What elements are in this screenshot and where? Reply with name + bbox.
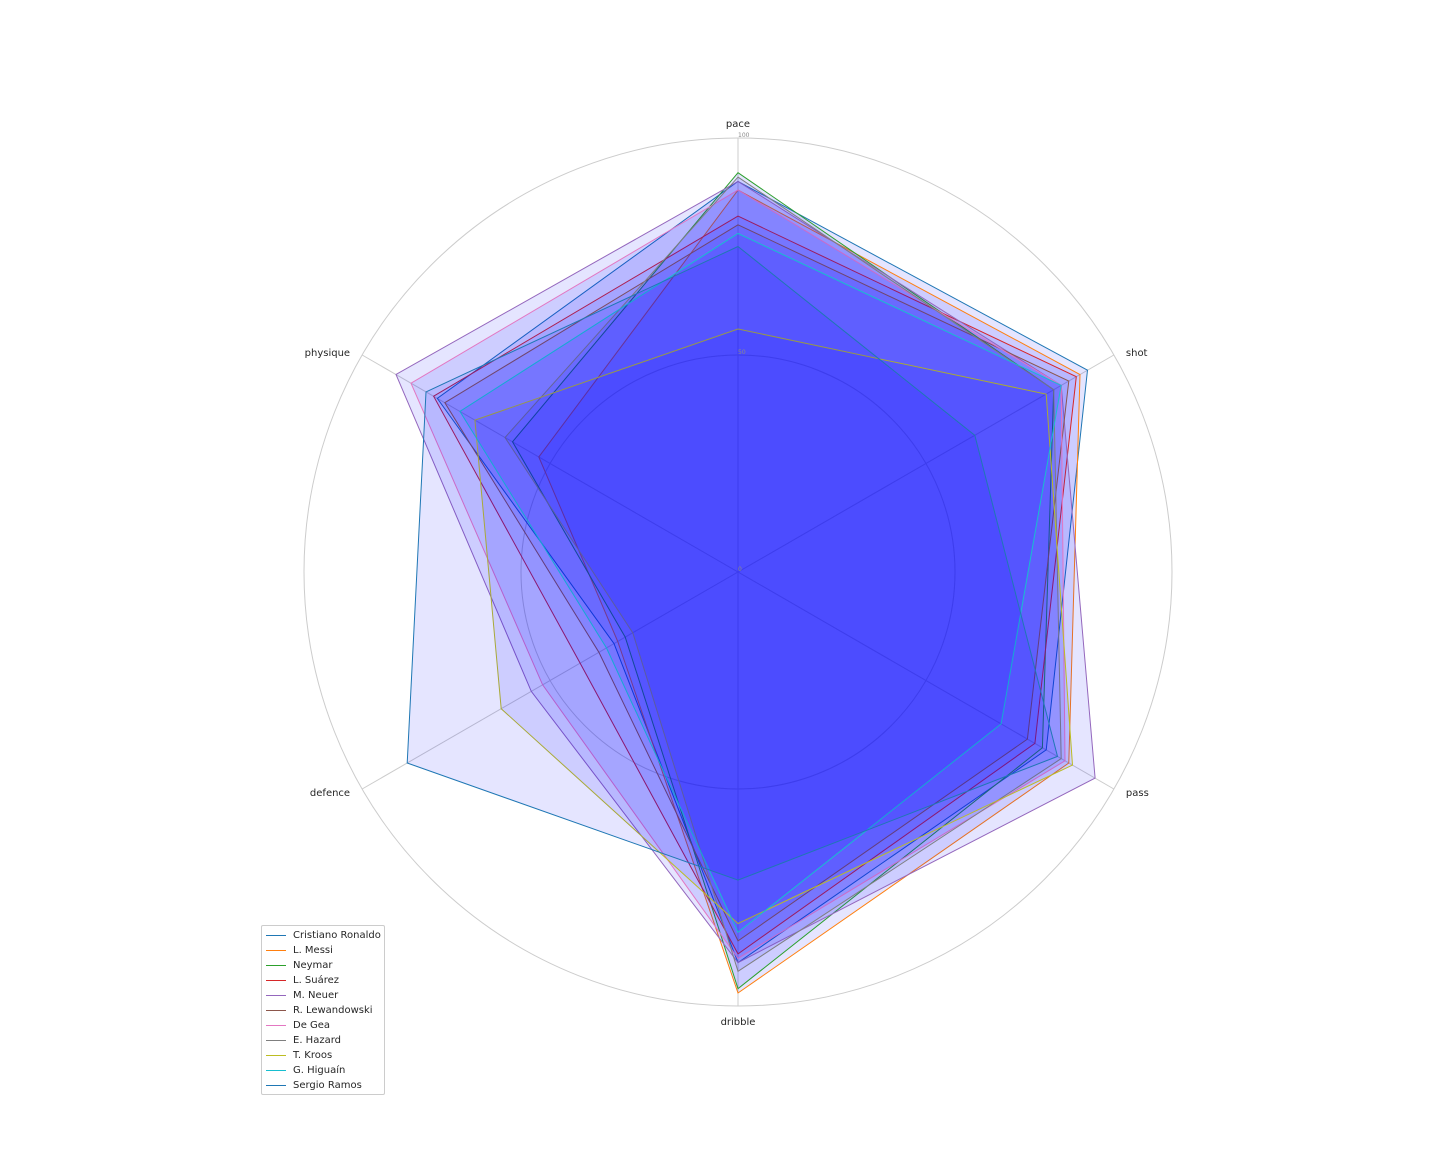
legend-swatch bbox=[266, 965, 286, 966]
legend-item: Cristiano Ronaldo bbox=[262, 928, 384, 943]
tick-label-50: 50 bbox=[738, 349, 746, 356]
legend-label: R. Lewandowski bbox=[293, 1005, 373, 1016]
legend-item: M. Neuer bbox=[262, 988, 384, 1003]
legend-item: L. Suárez bbox=[262, 973, 384, 988]
legend-item: Sergio Ramos bbox=[262, 1078, 384, 1093]
legend-item: E. Hazard bbox=[262, 1033, 384, 1048]
legend-label: T. Kroos bbox=[293, 1050, 333, 1061]
legend-swatch bbox=[266, 1040, 286, 1041]
legend-label: L. Messi bbox=[293, 945, 333, 956]
legend-swatch bbox=[266, 1010, 286, 1011]
axis-label-defence: defence bbox=[310, 788, 350, 799]
legend-swatch bbox=[266, 950, 286, 951]
series-polygon-5 bbox=[444, 224, 1070, 942]
legend-swatch bbox=[266, 1055, 286, 1056]
legend-item: R. Lewandowski bbox=[262, 1003, 384, 1018]
legend-label: M. Neuer bbox=[293, 990, 339, 1001]
legend-swatch bbox=[266, 1085, 286, 1086]
series-polygon-9 bbox=[459, 232, 1062, 933]
legend-label: Neymar bbox=[293, 960, 333, 971]
radar-labels: pace shot pass dribble defence physique 0 50 100 bbox=[305, 119, 1149, 1028]
axis-label-pass: pass bbox=[1126, 788, 1149, 799]
axis-label-shot: shot bbox=[1126, 348, 1148, 359]
legend-swatch bbox=[266, 1025, 286, 1026]
axis-label-physique: physique bbox=[305, 348, 350, 359]
legend-item: L. Messi bbox=[262, 943, 384, 958]
legend-swatch bbox=[266, 980, 286, 981]
radar-grid bbox=[303, 137, 1173, 1007]
grid-spoke-shot bbox=[737, 354, 1115, 573]
series-polygon-8 bbox=[474, 328, 1074, 925]
legend-swatch bbox=[266, 935, 286, 936]
legend-label: Sergio Ramos bbox=[293, 1080, 362, 1091]
grid-spoke-physique bbox=[361, 354, 739, 573]
radar-series bbox=[395, 172, 1096, 994]
series-polygon-10 bbox=[406, 245, 1059, 881]
legend-item: T. Kroos bbox=[262, 1048, 384, 1063]
legend-label: De Gea bbox=[293, 1020, 331, 1031]
axis-label-pace: pace bbox=[726, 119, 750, 130]
tick-label-100: 100 bbox=[738, 132, 750, 139]
legend-label: L. Suárez bbox=[293, 975, 340, 986]
legend-label: G. Higuaín bbox=[293, 1065, 346, 1076]
legend-item: G. Higuaín bbox=[262, 1063, 384, 1078]
legend: Cristiano Ronaldo L. Messi Neymar L. Suárez… bbox=[261, 925, 385, 1095]
legend-label: Cristiano Ronaldo bbox=[293, 930, 381, 941]
legend-item: Neymar bbox=[262, 958, 384, 973]
grid-spoke-pass bbox=[737, 571, 1115, 790]
legend-label: E. Hazard bbox=[293, 1035, 341, 1046]
tick-label-0: 0 bbox=[738, 566, 742, 573]
series-polygon-3 bbox=[432, 215, 1077, 955]
legend-swatch bbox=[266, 1070, 286, 1071]
axis-label-dribble: dribble bbox=[721, 1017, 756, 1028]
grid-spoke-defence bbox=[361, 571, 739, 790]
legend-item: De Gea bbox=[262, 1018, 384, 1033]
series-polygon-1 bbox=[538, 189, 1081, 994]
series-polygon-7 bbox=[504, 176, 1062, 973]
legend-swatch bbox=[266, 995, 286, 996]
